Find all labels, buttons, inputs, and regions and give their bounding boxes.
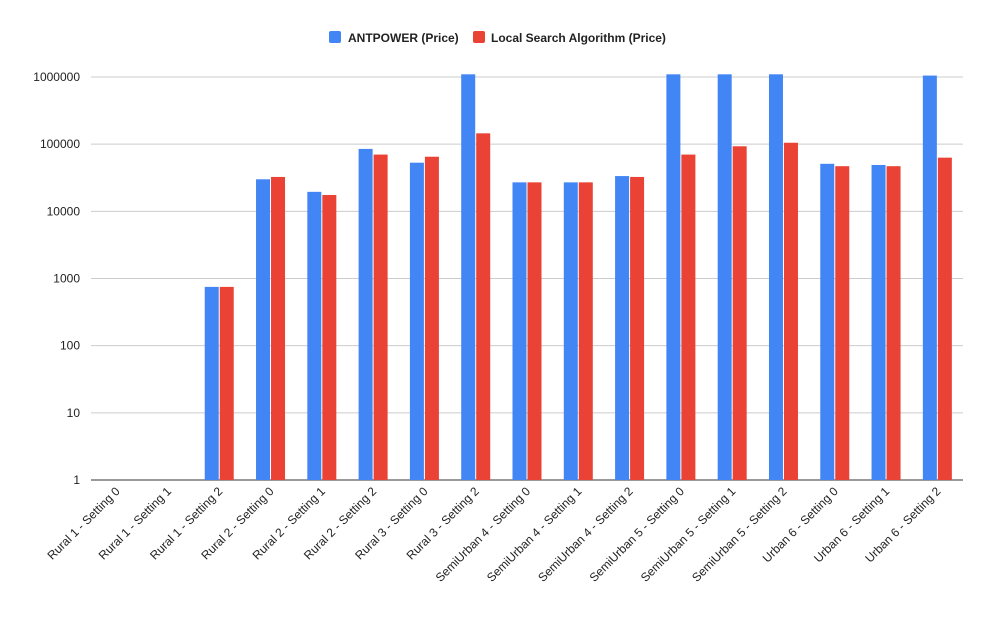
- gridlines: [91, 76, 963, 481]
- y-tick-label: 100000: [40, 137, 80, 151]
- y-tick-label: 1000: [53, 272, 80, 286]
- bar-local-search-4: [322, 195, 337, 480]
- bar-local-search-11: [681, 154, 696, 480]
- bar-antpower-12: [717, 74, 732, 481]
- x-tick-label: SemiUrban 5 - Setting 2: [689, 484, 790, 585]
- bar-local-search-15: [886, 166, 901, 480]
- bar-local-search-3: [271, 176, 286, 480]
- bar-antpower-4: [307, 191, 322, 481]
- bar-local-search-6: [424, 156, 439, 480]
- bar-antpower-13: [768, 74, 783, 481]
- bar-antpower-6: [409, 162, 424, 480]
- bar-antpower-8: [512, 182, 527, 481]
- y-tick-label: 1000000: [33, 70, 80, 84]
- y-axis-ticks: 1 10 100 1000 10000 100000 1000000: [33, 70, 80, 487]
- bar-local-search-5: [373, 154, 388, 480]
- y-tick-label: 10: [67, 406, 81, 420]
- legend-label-1: ANTPOWER (Price): [348, 31, 459, 45]
- bar-antpower-7: [461, 74, 476, 481]
- bar-local-search-7: [476, 133, 491, 480]
- y-tick-label: 100: [60, 339, 80, 353]
- bar-local-search-8: [527, 182, 542, 481]
- bars: [204, 74, 952, 481]
- bar-local-search-16: [937, 157, 952, 480]
- x-tick-label: SemiUrban 4 - Setting 1: [484, 484, 585, 585]
- bar-antpower-11: [666, 74, 681, 481]
- y-tick-label: 10000: [47, 204, 81, 218]
- x-tick-label: SemiUrban 5 - Setting 1: [638, 484, 739, 585]
- bar-antpower-14: [820, 163, 835, 480]
- bar-antpower-15: [871, 164, 886, 480]
- legend-label-2: Local Search Algorithm (Price): [491, 31, 666, 45]
- x-tick-label: SemiUrban 5 - Setting 0: [587, 484, 688, 585]
- bar-local-search-14: [835, 166, 850, 480]
- y-tick-label: 1: [73, 473, 80, 487]
- bar-antpower-3: [256, 179, 271, 480]
- legend-swatch-2: [473, 31, 485, 43]
- legend: ANTPOWER (Price) Local Search Algorithm (…: [329, 31, 666, 45]
- bar-local-search-10: [630, 176, 645, 480]
- bar-antpower-10: [615, 176, 630, 481]
- bar-local-search-9: [578, 182, 593, 481]
- x-tick-label: SemiUrban 4 - Setting 2: [535, 484, 636, 585]
- x-tick-label: SemiUrban 4 - Setting 0: [433, 484, 534, 585]
- bar-local-search-2: [219, 286, 234, 480]
- bar-antpower-9: [563, 182, 578, 481]
- bar-antpower-5: [358, 148, 373, 481]
- bar-antpower-2: [204, 286, 219, 480]
- bar-antpower-16: [922, 75, 937, 480]
- bar-local-search-13: [783, 142, 798, 480]
- bar-local-search-12: [732, 146, 747, 480]
- legend-swatch-1: [329, 31, 341, 43]
